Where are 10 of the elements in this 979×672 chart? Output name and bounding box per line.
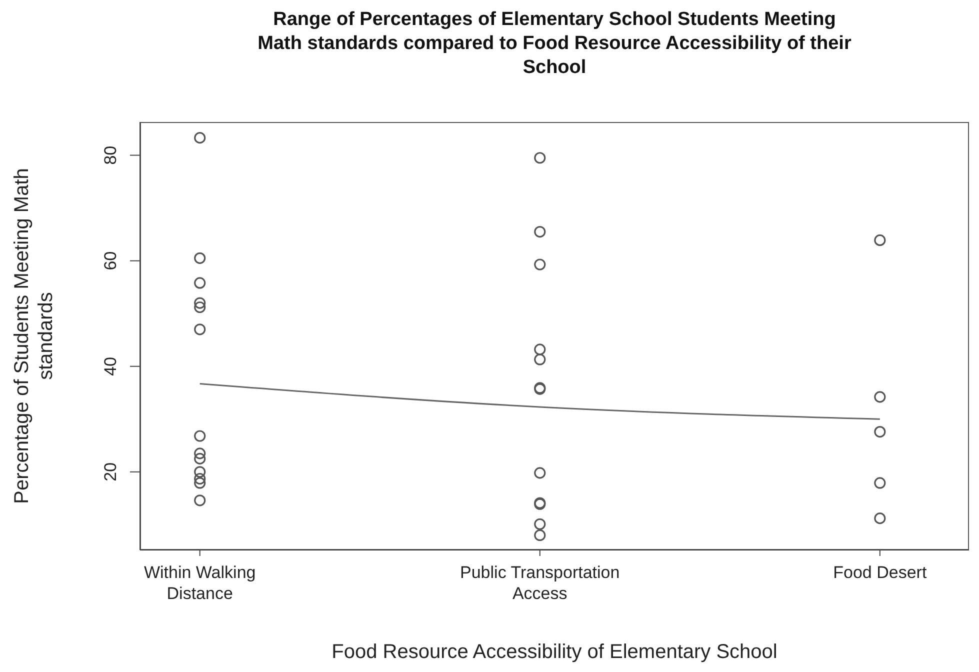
chart-title: Range of Percentages of Elementary School Students Meeting Math standards compared to Food Resource Accessibility of their School	[256, 8, 852, 80]
y-tick-label: 20	[101, 462, 120, 482]
x-axis-title: Food Resource Accessibility of Elementary School	[330, 641, 778, 664]
y-axis-title: Percentage of Students Meeting Math standards	[10, 167, 58, 506]
y-tick-label: 40	[101, 356, 120, 376]
y-tick-label: 60	[101, 251, 120, 270]
x-tick-label: Public Transportation Access	[460, 563, 620, 603]
x-tick-label: Food Desert	[833, 563, 927, 582]
y-tick-label: 80	[101, 146, 120, 165]
x-tick-label: Within Walking Distance	[144, 563, 256, 603]
